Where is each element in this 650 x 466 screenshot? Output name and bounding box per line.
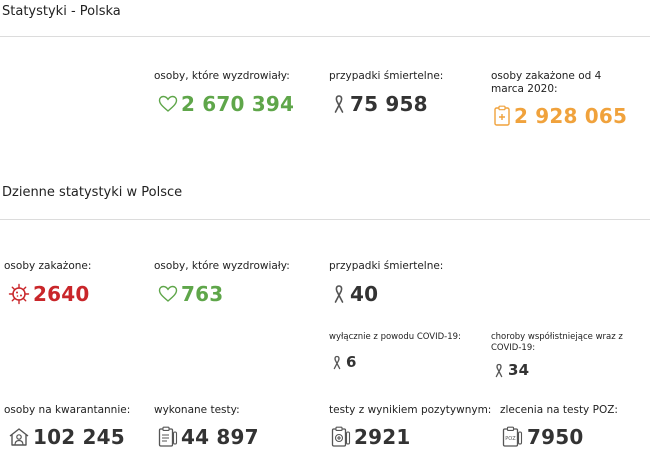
stat-label: choroby współistniejące wraz z COVID-19:: [491, 332, 623, 353]
stat-daily-deaths-covid-only: wyłącznie z powodu COVID-19: 6: [329, 332, 461, 371]
poz-order-icon: POZ: [502, 426, 524, 448]
heart-icon: [158, 95, 178, 113]
clipboard-test-icon: [158, 426, 178, 448]
stat-label: zlecenia na testy POZ:: [500, 404, 618, 416]
stat-label: osoby, które wyzdrowiały:: [154, 70, 290, 82]
stat-value: 34: [508, 361, 530, 379]
stat-daily-infected: osoby zakażone: 2640: [4, 260, 91, 306]
clipboard-plus-icon: [493, 105, 511, 127]
stat-value: 44 897: [181, 425, 259, 449]
stat-label: przypadki śmiertelne:: [329, 260, 444, 272]
stat-poland-recovered: osoby, które wyzdrowiały: 2 670 394: [154, 70, 294, 116]
stat-daily-positive-tests: testy z wynikiem pozytywnym: 2921: [329, 404, 491, 449]
stat-daily-quarantine: osoby na kwarantannie: 102 245: [4, 404, 130, 449]
stat-daily-recovered: osoby, które wyzdrowiały: 763: [154, 260, 290, 306]
poz-icon-text: POZ: [505, 436, 516, 442]
stat-label: osoby na kwarantannie:: [4, 404, 131, 416]
ribbon-icon: [331, 284, 347, 304]
stat-poland-infected: osoby zakażone od 4 marca 2020: 2 928 06…: [491, 70, 627, 128]
stat-daily-poz-orders: zlecenia na testy POZ: POZ 7950: [500, 404, 618, 449]
section-title-daily: Dzienne statystyki w Polsce: [2, 185, 183, 200]
divider-top: [0, 36, 650, 37]
stat-label: wyłącznie z powodu COVID-19:: [329, 332, 461, 342]
positive-test-icon: [331, 426, 351, 448]
stat-label: wykonane testy:: [154, 404, 240, 416]
stat-label: osoby zakażone:: [4, 260, 92, 272]
stat-daily-deaths: przypadki śmiertelne: 40: [329, 260, 443, 306]
stat-value: 6: [346, 353, 357, 371]
house-person-icon: [8, 427, 30, 447]
stat-label: osoby zakażone od 4 marca 2020:: [491, 70, 602, 95]
stat-value: 2640: [33, 282, 90, 306]
stat-daily-deaths-comorbid: choroby współistniejące wraz z COVID-19:…: [491, 332, 647, 379]
section-title-poland: Statystyki - Polska: [2, 4, 121, 19]
stat-value: 7950: [527, 425, 584, 449]
heart-icon: [158, 285, 178, 303]
stat-value: 40: [350, 282, 379, 306]
ribbon-icon: [331, 355, 343, 370]
stat-value: 102 245: [33, 425, 125, 449]
stat-label: przypadki śmiertelne:: [329, 70, 444, 82]
stat-label: testy z wynikiem pozytywnym:: [329, 404, 492, 416]
stat-value: 2921: [354, 425, 411, 449]
stat-value: 2 670 394: [181, 92, 295, 116]
stat-value: 75 958: [350, 92, 428, 116]
stat-value: 763: [181, 282, 224, 306]
ribbon-icon: [493, 363, 505, 378]
stat-daily-tests: wykonane testy: 44 897: [154, 404, 259, 449]
ribbon-icon: [331, 94, 347, 114]
divider-daily: [0, 219, 650, 220]
stat-label: osoby, które wyzdrowiały:: [154, 260, 290, 272]
stat-poland-deaths: przypadki śmiertelne: 75 958: [329, 70, 443, 116]
stat-value: 2 928 065: [514, 104, 628, 128]
virus-icon: [8, 283, 30, 305]
